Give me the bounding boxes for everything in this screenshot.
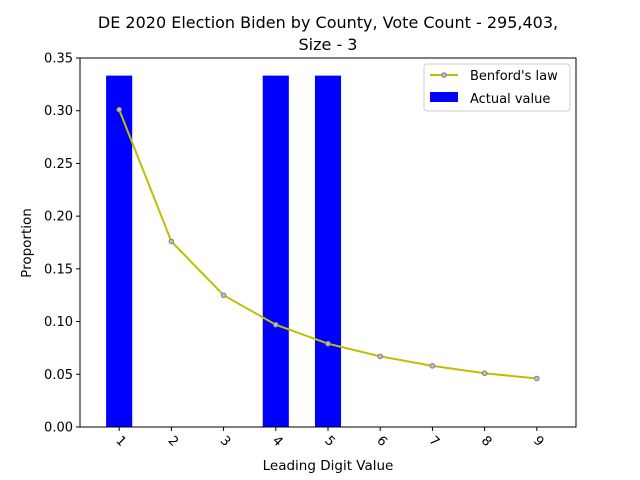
benford-point-7 xyxy=(429,363,436,369)
axes-frame xyxy=(79,57,577,428)
x-axis-label: Leading Digit Value xyxy=(263,458,394,474)
benford-point-9 xyxy=(534,375,540,382)
legend: Benford's law Actual value xyxy=(423,63,571,112)
benford-point-5 xyxy=(325,340,331,347)
legend-label-benford: Benford's law xyxy=(470,69,558,84)
chart-title-line-1: DE 2020 Election Biden by County, Vote C… xyxy=(98,13,558,32)
chart-title-line-2: Size - 3 xyxy=(299,35,358,54)
bar-1 xyxy=(106,75,133,428)
bar-4 xyxy=(262,75,289,428)
legend-box xyxy=(423,63,571,112)
legend-actual-bar-swatch xyxy=(430,92,458,102)
legend-label-actual: Actual value xyxy=(470,92,550,107)
y-tick-label: 0.15 xyxy=(44,262,73,277)
y-axis-label: Proportion xyxy=(19,208,35,278)
bar-5 xyxy=(314,75,342,428)
y-tick-label: 0.35 xyxy=(44,52,73,67)
y-tick-label: 0.05 xyxy=(44,368,73,383)
benford-point-3 xyxy=(220,292,227,299)
benford-point-2 xyxy=(168,238,175,245)
y-tick-label: 0.10 xyxy=(44,315,73,330)
legend-benford-marker-swatch xyxy=(441,72,447,78)
benford-point-6 xyxy=(377,353,384,360)
benford-point-4 xyxy=(272,321,279,328)
y-tick-label: 0.20 xyxy=(44,210,73,225)
y-tick-label: 0.00 xyxy=(44,421,73,436)
y-tick-label: 0.30 xyxy=(44,104,73,119)
benford-point-1 xyxy=(116,106,122,113)
benford-point-8 xyxy=(481,370,488,377)
y-tick-label: 0.25 xyxy=(44,157,73,172)
